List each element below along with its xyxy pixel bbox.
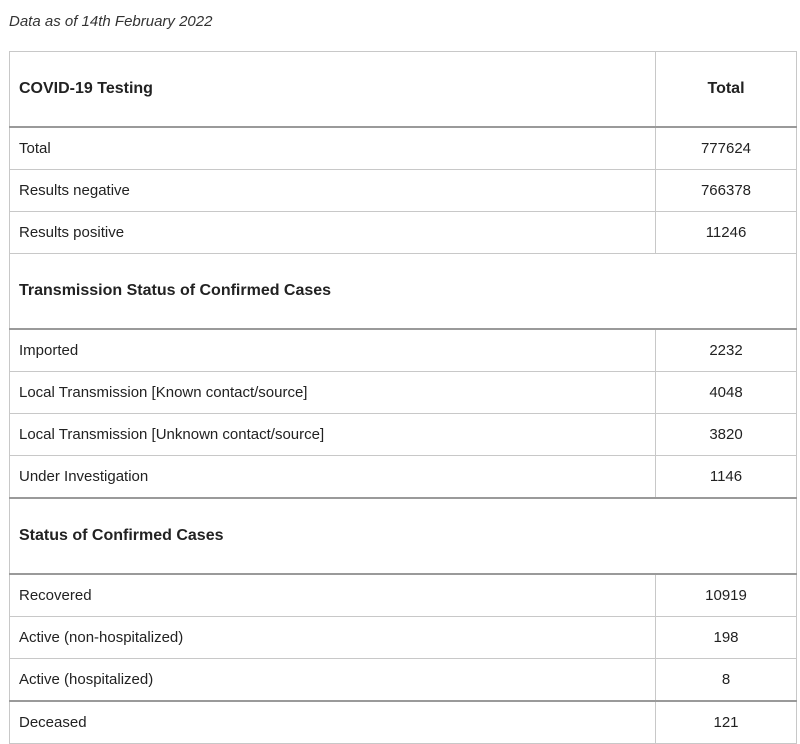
section-header-row: Status of Confirmed Cases (9, 497, 797, 575)
row-value: 1146 (655, 455, 797, 499)
row-label: Recovered (9, 573, 656, 617)
row-label: Active (non-hospitalized) (9, 616, 656, 659)
table-row: Results positive 11246 (9, 211, 797, 254)
data-date-caption: Data as of 14th February 2022 (9, 13, 213, 30)
row-value: 8 (655, 658, 797, 702)
table-row: Total 777624 (9, 126, 797, 170)
table-header-row: COVID-19 Testing Total (9, 51, 797, 128)
table-row: Imported 2232 (9, 328, 797, 372)
section-header-row: Transmission Status of Confirmed Cases (9, 253, 797, 330)
row-value: 198 (655, 616, 797, 659)
row-value: 3820 (655, 413, 797, 456)
section-title-status: Status of Confirmed Cases (9, 497, 656, 575)
covid-testing-table: COVID-19 Testing Total Total 777624 Resu… (9, 51, 797, 744)
row-label: Results positive (9, 211, 656, 254)
row-value: 766378 (655, 169, 797, 212)
row-label: Local Transmission [Known contact/source… (9, 371, 656, 414)
row-label: Results negative (9, 169, 656, 212)
table-row: Local Transmission [Unknown contact/sour… (9, 413, 797, 456)
row-label: Imported (9, 328, 656, 372)
row-label: Under Investigation (9, 455, 656, 499)
row-label: Deceased (9, 700, 656, 744)
table-row: Active (non-hospitalized) 198 (9, 616, 797, 659)
header-label: COVID-19 Testing (9, 51, 656, 128)
row-label: Local Transmission [Unknown contact/sour… (9, 413, 656, 456)
row-value: 2232 (655, 328, 797, 372)
row-value: 11246 (655, 211, 797, 254)
table-row: Recovered 10919 (9, 573, 797, 617)
row-value: 777624 (655, 126, 797, 170)
table-row: Under Investigation 1146 (9, 455, 797, 499)
row-value: 4048 (655, 371, 797, 414)
row-label: Active (hospitalized) (9, 658, 656, 702)
table-row: Local Transmission [Known contact/source… (9, 371, 797, 414)
section-empty-cell (655, 253, 797, 330)
header-total-label: Total (655, 51, 797, 128)
section-empty-cell (655, 497, 797, 575)
row-value: 10919 (655, 573, 797, 617)
row-label: Total (9, 126, 656, 170)
table-row: Deceased 121 (9, 700, 797, 744)
section-title-transmission: Transmission Status of Confirmed Cases (9, 253, 656, 330)
row-value: 121 (655, 700, 797, 744)
table-row: Active (hospitalized) 8 (9, 658, 797, 702)
table-row: Results negative 766378 (9, 169, 797, 212)
